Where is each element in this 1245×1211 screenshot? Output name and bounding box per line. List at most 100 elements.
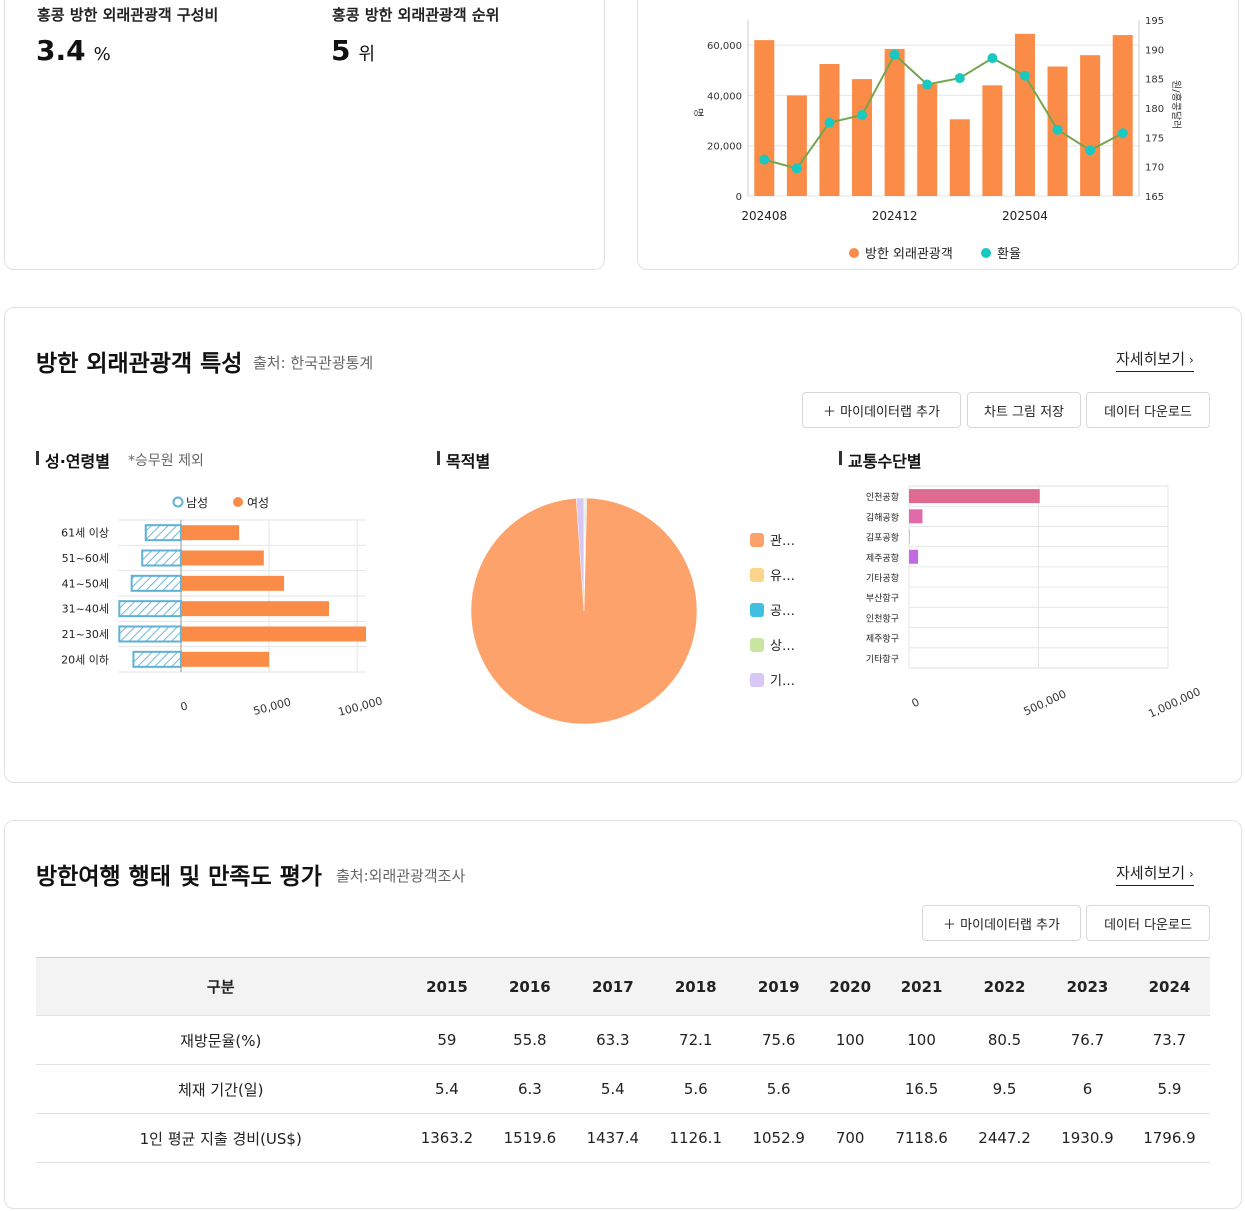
more-link-label: 자세히보기 [1116, 350, 1186, 368]
download-data-button[interactable]: 데이터 다운로드 [1086, 392, 1210, 428]
table-cell: 체재 기간(일) [36, 1064, 406, 1114]
download-data-button[interactable]: 데이터 다운로드 [1086, 905, 1210, 941]
exchange-rate-point[interactable] [857, 110, 868, 121]
exchange-rate-point[interactable] [1117, 128, 1128, 139]
male-bar[interactable] [118, 600, 183, 618]
age-chart-note: *승무원 제외 [128, 453, 204, 469]
transport-bar[interactable] [909, 489, 1040, 504]
male-bar[interactable] [132, 650, 183, 668]
exchange-rate-point[interactable] [954, 73, 965, 84]
female-bar[interactable] [181, 626, 366, 642]
female-bar[interactable] [181, 575, 285, 591]
transport-chart-title: 교통수단별 [839, 448, 922, 472]
transport-category-label: 기타항구 [866, 654, 899, 665]
y-right-tick: 170 [1145, 163, 1164, 174]
transport-category-label: 제주공항 [866, 553, 899, 564]
visitor-bar[interactable] [819, 64, 840, 196]
survey-more-link[interactable]: 자세히보기 › [1116, 862, 1194, 886]
y-right-tick: 185 [1145, 75, 1164, 86]
visitor-bar[interactable] [917, 84, 938, 196]
table-cell: 6.3 [488, 1064, 572, 1114]
y-left-tick: 20,000 [707, 142, 742, 153]
visitor-bar[interactable] [949, 119, 970, 196]
age-category-label: 51~60세 [62, 552, 109, 565]
pie-legend-marker [750, 673, 764, 687]
female-bar[interactable] [181, 550, 264, 566]
table-cell: 9.5 [963, 1064, 1046, 1114]
exchange-rate-point[interactable] [922, 79, 933, 90]
legend-female-marker [233, 497, 243, 507]
x-tick: 50,000 [252, 695, 293, 718]
male-bar[interactable] [118, 625, 183, 643]
female-bar[interactable] [181, 601, 329, 617]
share-unit: % [93, 44, 111, 65]
age-category-label: 20세 이하 [61, 652, 109, 666]
table-cell: 63.3 [571, 1015, 655, 1065]
male-bar[interactable] [144, 524, 182, 542]
pie-legend-marker [750, 533, 764, 547]
pie-legend-label: 기… [770, 674, 795, 689]
y-right-tick: 180 [1145, 104, 1164, 115]
male-bar[interactable] [141, 549, 183, 567]
rank-unit: 위 [358, 44, 376, 65]
visitor-bar[interactable] [982, 85, 1003, 196]
exchange-rate-point[interactable] [987, 53, 998, 64]
exchange-rate-point[interactable] [889, 49, 900, 60]
x-tick: 202412 [872, 209, 918, 223]
table-cell [820, 1064, 881, 1114]
visitor-bar[interactable] [1112, 35, 1133, 197]
visitor-bar[interactable] [852, 79, 873, 196]
add-mydatalab-button[interactable]: ＋ 마이데이터랩 추가 [802, 392, 961, 428]
exchange-rate-line [764, 53, 1124, 170]
table-header-cell: 2023 [1046, 957, 1129, 1016]
exchange-rate-point[interactable] [1085, 145, 1096, 156]
combo-legend: 방한 외래관광객 환율 [849, 247, 1021, 262]
legend-male-label: 남성 [186, 496, 208, 510]
visitor-bar[interactable] [884, 48, 905, 196]
visitor-bar[interactable] [1080, 55, 1101, 197]
transport-bar[interactable] [909, 529, 910, 544]
female-bar[interactable] [181, 525, 240, 541]
legend-line-marker [981, 248, 991, 258]
exchange-rate-point[interactable] [1052, 124, 1063, 135]
exchange-rate-point[interactable] [791, 163, 802, 174]
table-cell: 75.6 [737, 1015, 821, 1065]
table-cell: 1796.9 [1128, 1113, 1210, 1163]
table-cell: 1519.6 [488, 1113, 572, 1163]
legend-bar-label: 방한 외래관광객 [865, 247, 953, 262]
pie-slice[interactable] [470, 497, 698, 725]
transport-bar[interactable] [909, 509, 923, 524]
exchange-rate-point[interactable] [1019, 70, 1030, 81]
features-more-link[interactable]: 자세히보기 › [1116, 348, 1194, 372]
transport-category-label: 인천항구 [866, 613, 899, 624]
more-link-label: 자세히보기 [1116, 864, 1186, 882]
table-header-cell: 2015 [405, 957, 489, 1016]
visitor-bar[interactable] [1014, 33, 1035, 197]
age-legend: 남성 여성 [172, 496, 269, 510]
legend-bar-marker [849, 248, 859, 258]
visitor-bar[interactable] [786, 95, 807, 196]
male-bar[interactable] [130, 574, 182, 592]
visitor-bar[interactable] [754, 40, 775, 196]
add-mydatalab-button[interactable]: ＋ 마이데이터랩 추가 [922, 905, 1081, 941]
exchange-rate-point[interactable] [759, 154, 770, 165]
table-cell: 2447.2 [963, 1113, 1046, 1163]
table-header-cell: 구분 [36, 957, 406, 1016]
table-header-cell: 2020 [820, 957, 881, 1016]
share-value: 3.4% [36, 34, 111, 67]
transport-category-label: 부산항구 [866, 593, 899, 604]
transport-bar[interactable] [909, 549, 919, 564]
table-cell: 7118.6 [880, 1113, 964, 1163]
table-cell: 1052.9 [737, 1113, 821, 1163]
table-cell: 5.4 [405, 1064, 489, 1114]
table-cell: 5.4 [571, 1064, 655, 1114]
transport-category-label: 인천공항 [866, 492, 899, 503]
table-header-cell: 2018 [654, 957, 738, 1016]
female-bar[interactable] [181, 651, 270, 667]
table-cell: 55.8 [488, 1015, 572, 1065]
pie-legend-label: 관… [770, 534, 795, 549]
chevron-right-icon: › [1189, 353, 1194, 367]
exchange-rate-point[interactable] [824, 117, 835, 128]
save-chart-image-button[interactable]: 차트 그림 저장 [967, 392, 1081, 428]
